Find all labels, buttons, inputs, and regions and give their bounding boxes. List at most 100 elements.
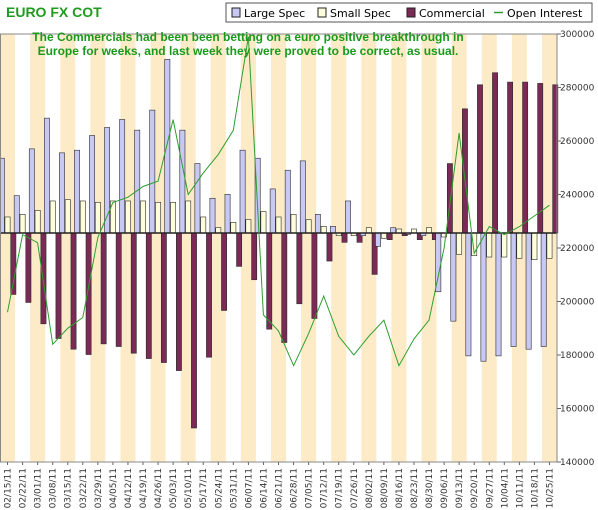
x-tick-label-14: 05/24/11 <box>214 468 224 508</box>
large-spec-bar-10 <box>149 109 156 234</box>
small-spec-bar-17 <box>260 211 267 234</box>
commercial-bar-11 <box>176 232 182 371</box>
x-tick-label-16: 06/07/11 <box>244 468 254 508</box>
small-spec-bar-13 <box>200 216 207 234</box>
x-tick-label-26: 08/16/11 <box>395 468 405 508</box>
legend-label-0: Large Spec <box>244 7 305 20</box>
legend-swatch-0 <box>231 7 241 18</box>
x-tick-label-12: 05/10/11 <box>184 468 194 508</box>
large-spec-bar-5 <box>74 149 80 234</box>
commercial-bar-25 <box>386 232 393 240</box>
small-spec-bar-32 <box>486 232 493 258</box>
commercial-bar-7 <box>115 232 122 347</box>
x-tick-label-10: 04/26/11 <box>154 468 164 508</box>
commercial-bar-22 <box>341 232 348 243</box>
x-tick-label-35: 10/18/11 <box>530 468 540 508</box>
band-0 <box>0 34 16 462</box>
large-spec-bar-11 <box>164 59 171 234</box>
small-spec-bar-14 <box>215 227 222 234</box>
x-tick-label-18: 06/21/11 <box>275 468 285 508</box>
x-tick-label-2: 03/01/11 <box>34 468 44 508</box>
x-tick-label-30: 09/13/11 <box>455 468 465 508</box>
commercial-bar-30 <box>462 108 468 234</box>
commercial-bar-3 <box>55 232 62 339</box>
small-spec-bar-8 <box>125 200 131 234</box>
band-14 <box>210 34 226 462</box>
small-spec-bar-36 <box>546 232 553 259</box>
large-spec-bar-12 <box>179 129 186 234</box>
commercial-bar-21 <box>326 232 333 262</box>
commercial-bar-32 <box>492 72 498 234</box>
band-28 <box>421 34 437 462</box>
large-spec-bar-9 <box>134 129 141 234</box>
small-spec-bar-24 <box>365 227 372 234</box>
x-tick-label-19: 06/28/11 <box>290 468 300 508</box>
band-16 <box>240 34 256 462</box>
large-spec-bar-33 <box>495 232 502 357</box>
commercial-bar-9 <box>145 232 152 359</box>
small-spec-bar-21 <box>320 226 327 234</box>
x-tick-label-7: 04/05/11 <box>109 468 119 508</box>
band-20 <box>301 34 317 462</box>
x-axis: 02/15/11 02/22/11 03/01/11 03/08/11 03/15/11… <box>4 462 555 508</box>
commercial-bar-10 <box>160 232 167 363</box>
commercial-bar-29 <box>446 163 453 234</box>
large-spec-bar-31 <box>465 232 472 357</box>
chart-title: EURO FX COT <box>6 4 102 20</box>
x-tick-label-9: 04/19/11 <box>139 468 149 508</box>
large-spec-bar-6 <box>89 135 95 234</box>
small-spec-bar-1 <box>19 214 26 234</box>
x-tick-label-11: 05/03/11 <box>169 468 179 508</box>
commercial-bar-14 <box>221 232 227 311</box>
band-24 <box>361 34 377 462</box>
x-tick-label-0: 02/15/11 <box>4 468 14 508</box>
small-spec-bar-25 <box>380 232 387 239</box>
right-axis: 140000 160000 180000 200000 220000 240000 2600… <box>557 30 595 468</box>
x-tick-label-5: 03/22/11 <box>79 468 89 508</box>
large-spec-bar-34 <box>510 232 517 347</box>
large-spec-bar-32 <box>480 232 487 362</box>
large-spec-bar-3 <box>43 117 50 234</box>
large-spec-bar-18 <box>269 188 276 234</box>
band-26 <box>391 34 407 462</box>
x-tick-label-25: 08/09/11 <box>380 468 390 508</box>
small-spec-bar-19 <box>290 214 297 234</box>
commercial-bar-18 <box>281 232 288 343</box>
large-spec-bar-26 <box>390 227 397 234</box>
large-spec-bar-19 <box>284 169 291 234</box>
large-spec-bar-15 <box>224 193 231 234</box>
x-tick-label-17: 06/14/11 <box>259 468 269 508</box>
x-tick-label-32: 09/27/11 <box>485 468 495 508</box>
small-spec-bar-16 <box>245 219 252 234</box>
x-tick-label-20: 07/05/11 <box>305 468 315 508</box>
legend-swatch-2 <box>406 7 416 18</box>
commercial-bar-31 <box>477 84 483 234</box>
large-spec-bar-8 <box>119 119 126 234</box>
small-spec-bar-6 <box>94 201 101 234</box>
small-spec-bar-11 <box>170 201 177 234</box>
large-spec-bar-36 <box>540 232 547 347</box>
open-interest-line <box>7 36 550 367</box>
commercial-bar-13 <box>206 232 212 358</box>
large-spec-bar-13 <box>194 163 201 234</box>
small-spec-bar-10 <box>155 201 161 234</box>
commercial-bar-8 <box>130 232 137 354</box>
commercial-bar-4 <box>70 232 77 350</box>
small-spec-bar-2 <box>34 209 41 234</box>
x-tick-label-31: 09/20/11 <box>470 468 480 508</box>
large-spec-bar-20 <box>299 160 306 234</box>
x-tick-label-13: 05/17/11 <box>199 468 209 508</box>
commercial-bar-15 <box>236 232 243 267</box>
legend-label-2: Commercial <box>419 7 485 20</box>
large-spec-bar-21 <box>314 214 321 234</box>
large-spec-bar-1 <box>13 195 20 234</box>
x-tick-label-1: 02/22/11 <box>19 468 29 508</box>
commercial-bar-19 <box>296 232 303 305</box>
band-2 <box>30 34 46 462</box>
large-spec-bar-16 <box>239 149 246 234</box>
right-tick-label-6: 260000 <box>560 137 595 147</box>
x-tick-label-8: 04/12/11 <box>124 468 134 508</box>
small-spec-bar-35 <box>531 232 538 261</box>
